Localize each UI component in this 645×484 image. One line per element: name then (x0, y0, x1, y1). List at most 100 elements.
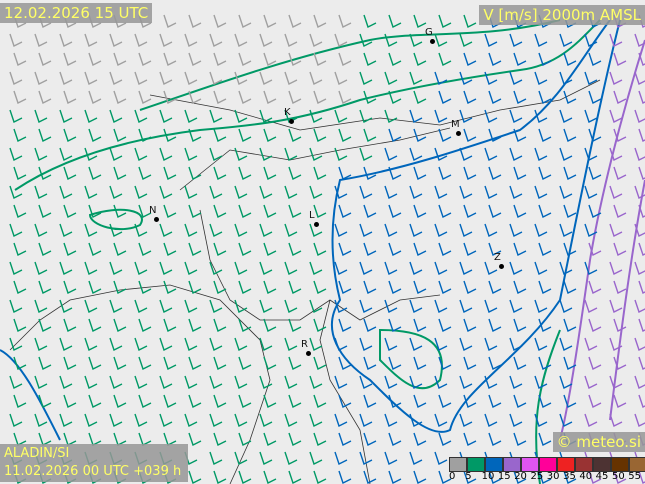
wind-barb (359, 299, 373, 313)
wind-barb (409, 71, 423, 85)
wind-barb (413, 52, 427, 66)
legend-tick: 55 (628, 471, 641, 482)
wind-barb (313, 128, 327, 142)
wind-barb (513, 52, 527, 66)
wind-barb (34, 147, 48, 161)
wind-barb (634, 147, 645, 161)
wind-barb (438, 14, 452, 28)
wind-barb (609, 147, 623, 161)
wind-barb (463, 356, 477, 370)
wind-barb (609, 261, 623, 275)
wind-barb (609, 109, 623, 123)
wind-barb (259, 185, 273, 199)
wind-barb (409, 375, 423, 389)
wind-barb (134, 413, 148, 427)
legend-tick: 0 (449, 471, 456, 482)
wind-barb (463, 14, 477, 28)
wind-barb (138, 356, 152, 370)
wind-barb (288, 280, 302, 294)
wind-barb (63, 242, 77, 256)
wind-barb (34, 413, 48, 427)
wind-barb (84, 147, 98, 161)
wind-barb (363, 14, 377, 28)
wind-barb (584, 261, 598, 275)
wind-barb (288, 14, 302, 28)
wind-barb (459, 185, 473, 199)
wind-barb (459, 223, 473, 237)
wind-barb (309, 413, 323, 427)
wind-barb (488, 432, 502, 446)
wind-barb (238, 204, 252, 218)
wind-barb (409, 147, 423, 161)
wind-barb (138, 52, 152, 66)
wind-barb (459, 299, 473, 313)
wind-barb (584, 147, 598, 161)
wind-barb (134, 261, 148, 275)
wind-barb (434, 413, 448, 427)
wind-barb (338, 204, 352, 218)
wind-barb (588, 280, 602, 294)
wind-barb (109, 261, 123, 275)
wind-barb (13, 394, 27, 408)
wind-barb (634, 261, 645, 275)
wind-barb (563, 280, 577, 294)
wind-barb (588, 470, 602, 484)
wind-barb (638, 280, 645, 294)
wind-barb (484, 261, 498, 275)
wind-barb (163, 356, 177, 370)
wind-barb (113, 52, 127, 66)
wind-barb (284, 413, 298, 427)
wind-barb (284, 299, 298, 313)
wind-barb (484, 375, 498, 389)
wind-barb (609, 413, 623, 427)
wind-barb (334, 261, 348, 275)
wind-barb (238, 166, 252, 180)
wind-barb (484, 147, 498, 161)
wind-barb (138, 166, 152, 180)
legend-swatch (611, 457, 629, 472)
wind-barb (488, 242, 502, 256)
wind-barb (538, 166, 552, 180)
wind-barb (209, 337, 223, 351)
wind-barb (313, 394, 327, 408)
wind-barb (159, 337, 173, 351)
wind-barb (359, 33, 373, 47)
wind-barb (409, 109, 423, 123)
wind-barb (584, 375, 598, 389)
wind-barb (413, 128, 427, 142)
wind-barb (88, 394, 102, 408)
wind-barb (13, 128, 27, 142)
wind-barb (288, 318, 302, 332)
city-marker (499, 264, 504, 269)
wind-barb (184, 299, 198, 313)
city-label: Z (494, 252, 501, 263)
wind-barb (209, 261, 223, 275)
wind-barb (334, 299, 348, 313)
wind-barb (438, 90, 452, 104)
wind-barb (59, 223, 73, 237)
wind-barb (209, 33, 223, 47)
wind-barb (613, 90, 627, 104)
wind-barb (409, 337, 423, 351)
wind-barb (9, 299, 23, 313)
wind-barb (609, 337, 623, 351)
wind-barb (534, 109, 548, 123)
wind-barb (9, 337, 23, 351)
city-marker (306, 351, 311, 356)
wind-barb (138, 204, 152, 218)
wind-barb (288, 204, 302, 218)
wind-barb (309, 147, 323, 161)
wind-barb (584, 185, 598, 199)
wind-barb (463, 128, 477, 142)
wind-barb (313, 52, 327, 66)
wind-barb (509, 413, 523, 427)
wind-barb (288, 470, 302, 484)
wind-barb (334, 71, 348, 85)
wind-barb (409, 261, 423, 275)
wind-barb (313, 280, 327, 294)
wind-barb (288, 128, 302, 142)
wind-barb (188, 394, 202, 408)
wind-barb (288, 90, 302, 104)
wind-barb (309, 71, 323, 85)
wind-barb (509, 33, 523, 47)
